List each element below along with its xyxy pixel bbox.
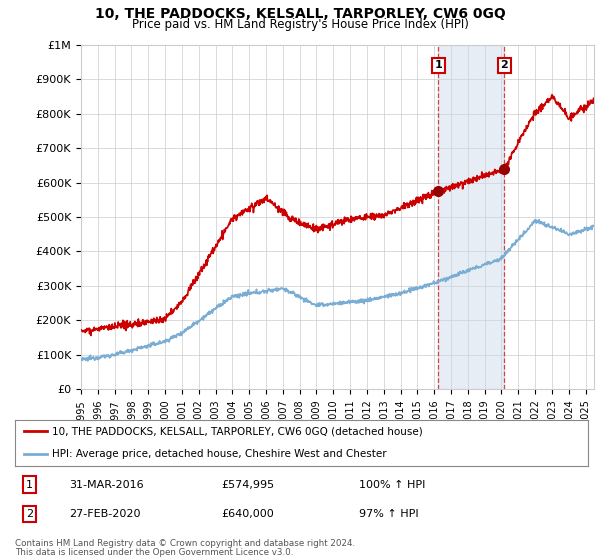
Text: £574,995: £574,995 (221, 479, 274, 489)
Text: HPI: Average price, detached house, Cheshire West and Chester: HPI: Average price, detached house, Ches… (52, 449, 387, 459)
Text: 10, THE PADDOCKS, KELSALL, TARPORLEY, CW6 0GQ (detached house): 10, THE PADDOCKS, KELSALL, TARPORLEY, CW… (52, 426, 423, 436)
Bar (439, 45, 505, 389)
Text: 97% ↑ HPI: 97% ↑ HPI (359, 509, 418, 519)
Text: This data is licensed under the Open Government Licence v3.0.: This data is licensed under the Open Gov… (15, 548, 293, 557)
Text: 27-FEB-2020: 27-FEB-2020 (70, 509, 141, 519)
Text: 2: 2 (500, 60, 508, 71)
Text: £640,000: £640,000 (221, 509, 274, 519)
Text: 1: 1 (434, 60, 442, 71)
Text: 100% ↑ HPI: 100% ↑ HPI (359, 479, 425, 489)
Text: 10, THE PADDOCKS, KELSALL, TARPORLEY, CW6 0GQ: 10, THE PADDOCKS, KELSALL, TARPORLEY, CW… (95, 7, 505, 21)
Text: 31-MAR-2016: 31-MAR-2016 (70, 479, 144, 489)
Text: Price paid vs. HM Land Registry's House Price Index (HPI): Price paid vs. HM Land Registry's House … (131, 18, 469, 31)
Text: 2: 2 (26, 509, 33, 519)
Text: 1: 1 (26, 479, 33, 489)
Text: Contains HM Land Registry data © Crown copyright and database right 2024.: Contains HM Land Registry data © Crown c… (15, 539, 355, 548)
